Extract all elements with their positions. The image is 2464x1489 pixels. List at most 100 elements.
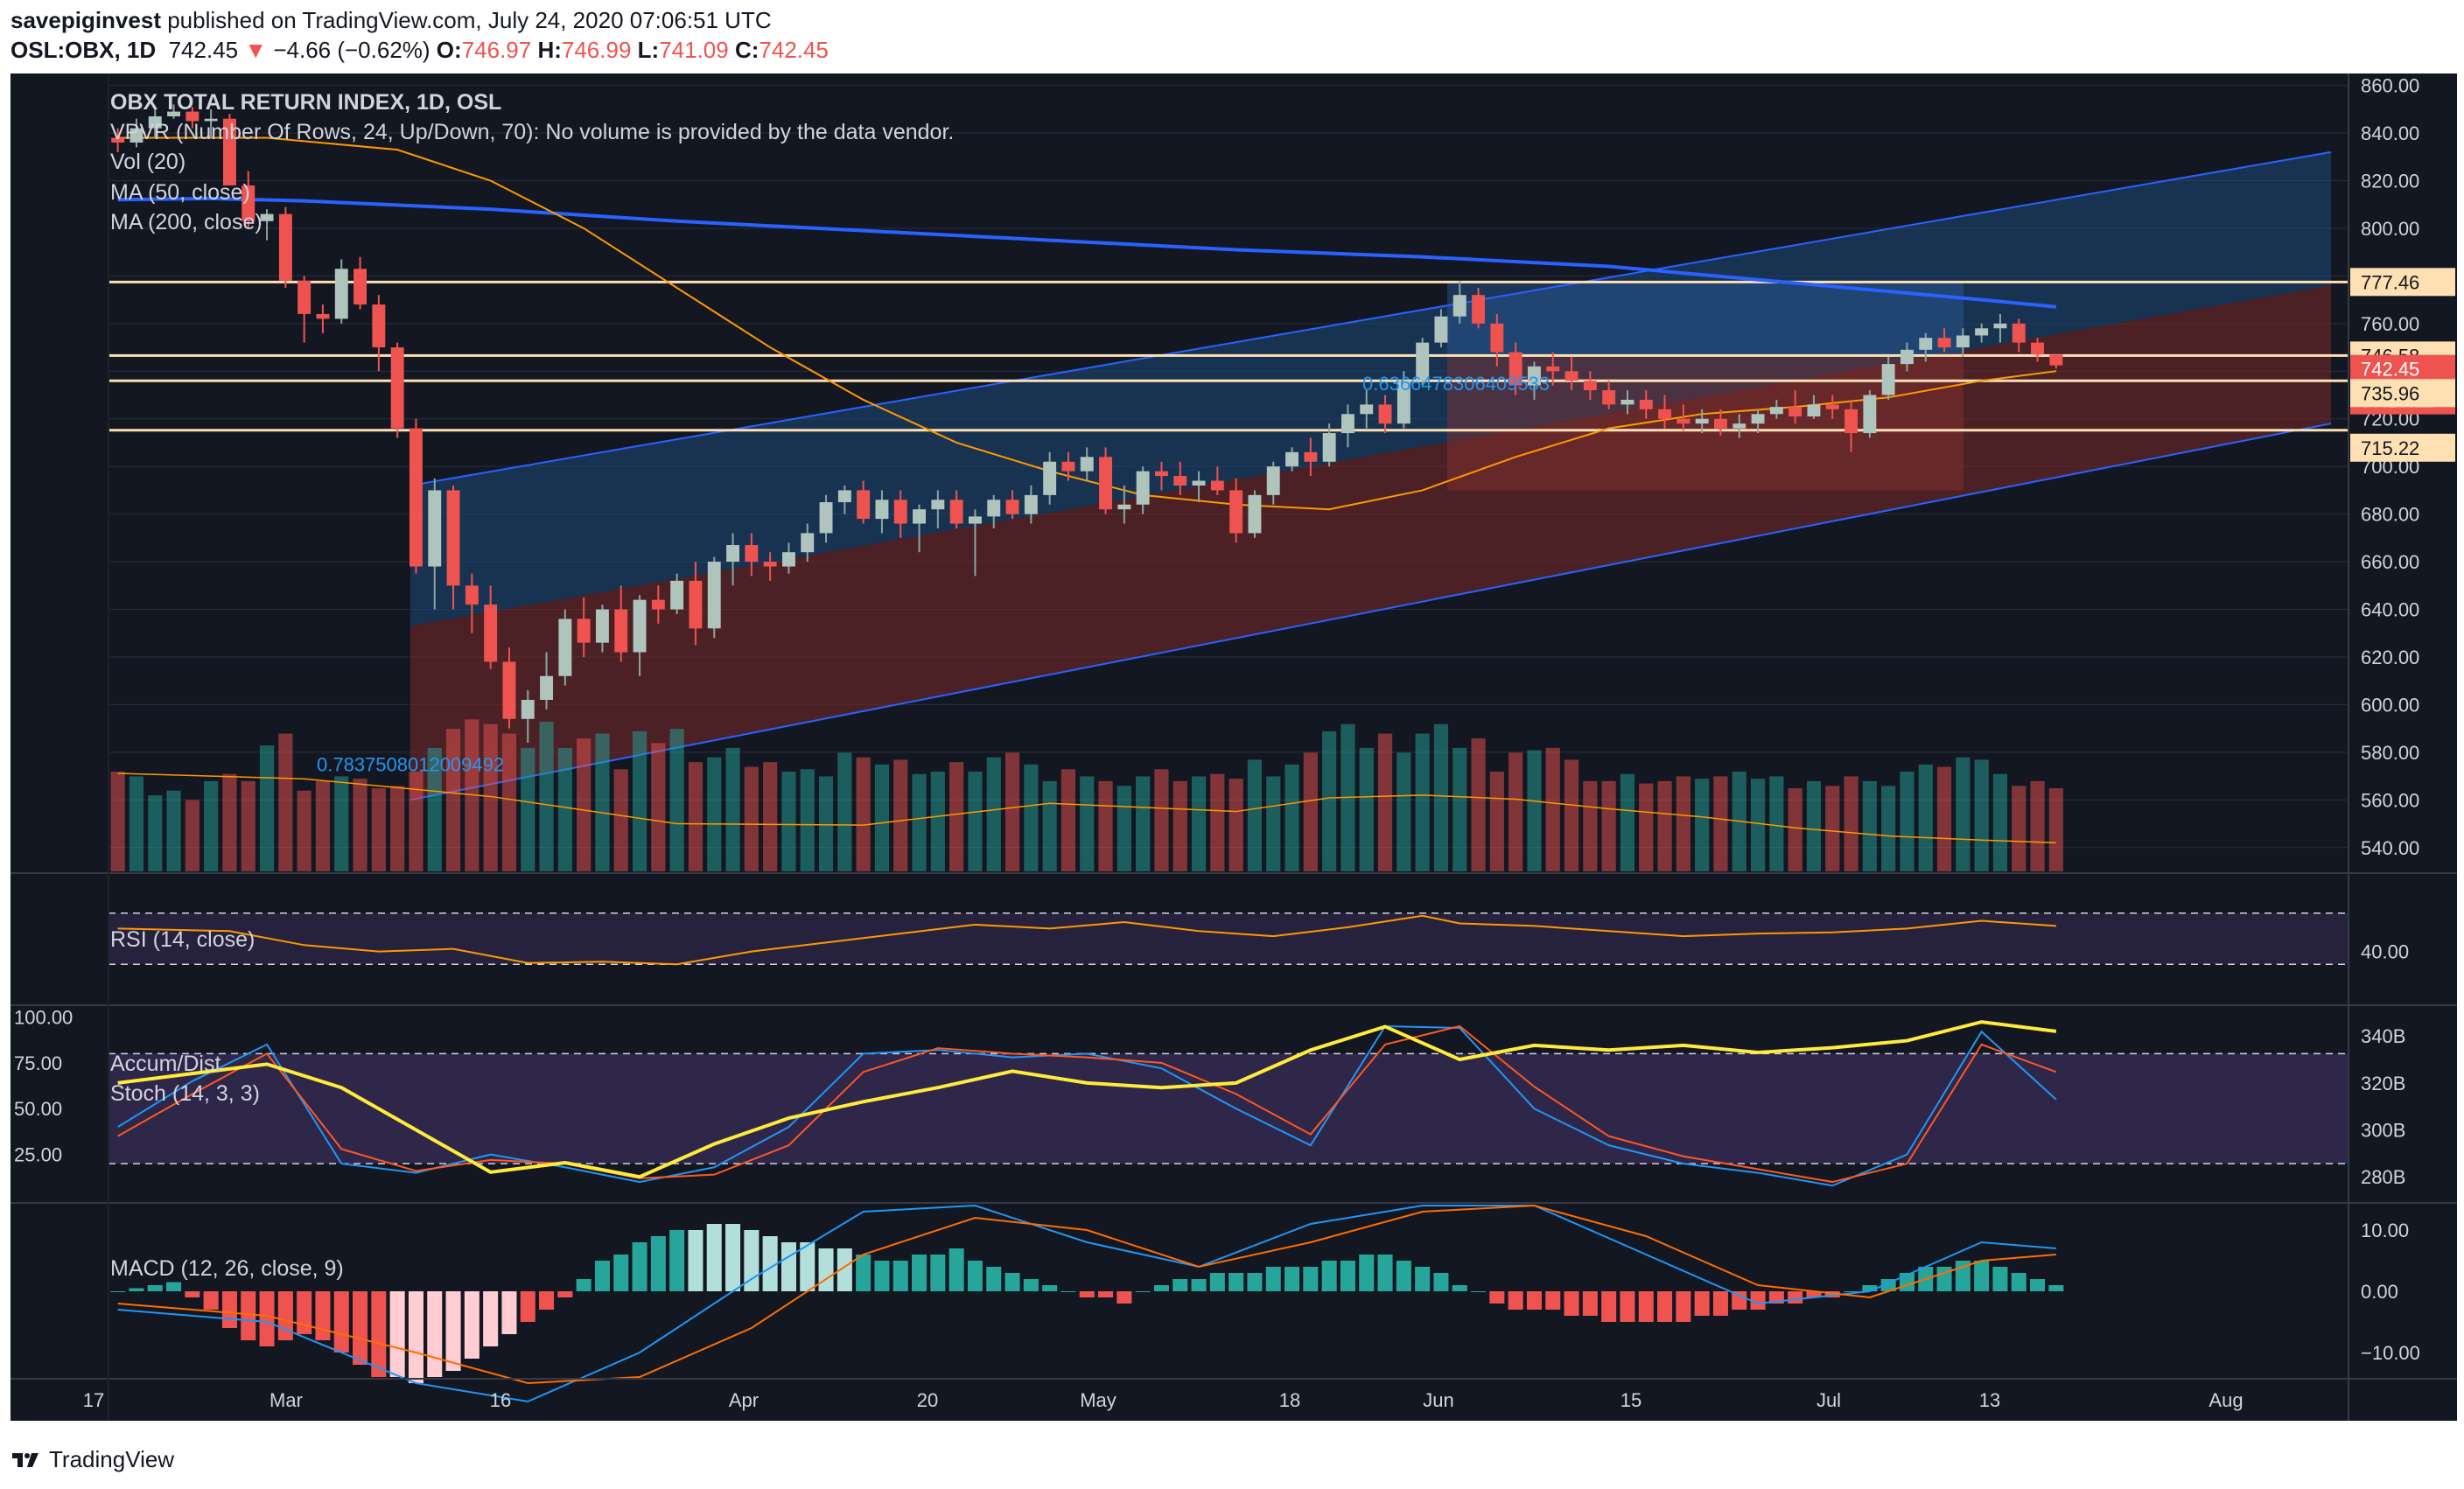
legend-macd[interactable]: MACD (12, 26, close, 9): [110, 1256, 344, 1281]
price-chart[interactable]: 860.00840.00820.00800.00780.00760.00740.…: [10, 73, 2457, 1421]
volume-bar: [204, 780, 219, 871]
price-tick-label: 820.00: [2361, 171, 2419, 192]
volume-bar: [539, 722, 554, 871]
candle-body: [1769, 407, 1783, 415]
macd-histogram-bar: [1489, 1291, 1505, 1304]
macd-histogram-bar: [1862, 1285, 1878, 1291]
fib-label: 0.6366478306409533: [1362, 373, 1550, 395]
candle-body: [1881, 364, 1895, 395]
volume-bar: [930, 772, 945, 871]
macd-histogram-bar: [1247, 1273, 1263, 1291]
macd-histogram-bar: [892, 1261, 908, 1291]
macd-histogram-bar: [1750, 1291, 1766, 1310]
volume-bar: [1452, 747, 1467, 871]
candle-body: [1117, 504, 1131, 510]
macd-histogram-bar: [539, 1291, 555, 1310]
volume-bar: [1359, 747, 1374, 871]
candle-body: [1452, 295, 1466, 317]
volume-bar: [818, 776, 834, 871]
macd-histogram-bar: [706, 1224, 722, 1291]
volume-bar: [577, 738, 592, 871]
candle-body: [689, 580, 703, 629]
footer-brand[interactable]: TradingView: [49, 1445, 175, 1472]
macd-histogram-bar: [1284, 1267, 1300, 1291]
candle-body: [409, 428, 423, 567]
ma200-line: [117, 196, 2057, 309]
candle-body: [1248, 494, 1262, 534]
macd-histogram-bar: [557, 1291, 573, 1297]
candle-body: [1658, 409, 1672, 419]
price-tick-label: 540.00: [2361, 837, 2419, 859]
macd-histogram-bar: [371, 1291, 387, 1377]
stoch-band: [108, 1053, 2348, 1164]
macd-histogram-bar: [483, 1291, 499, 1346]
candle-body: [857, 490, 871, 520]
volume-bar: [278, 733, 293, 871]
symbol-label: OSL:OBX, 1D: [10, 37, 157, 63]
macd-histogram-bar: [967, 1261, 983, 1291]
volume-bar: [1900, 772, 1914, 871]
macd-histogram-bar: [930, 1255, 946, 1291]
macd-histogram-bar: [1172, 1279, 1188, 1291]
candle-body: [1043, 461, 1057, 495]
candle-body: [1900, 349, 1914, 365]
price-tick-label: 580.00: [2361, 742, 2419, 764]
volume-bar: [1396, 752, 1411, 871]
volume-bar: [1228, 779, 1243, 871]
open-value: 746.97: [461, 37, 532, 63]
candle-body: [1266, 466, 1280, 495]
legend-title[interactable]: OBX TOTAL RETURN INDEX, 1D, OSL: [110, 90, 502, 115]
legend-ma200[interactable]: MA (200, close): [110, 210, 262, 234]
macd-histogram-bar: [1303, 1267, 1319, 1291]
macd-histogram-bar: [1712, 1291, 1728, 1316]
volume-bar: [259, 745, 275, 871]
macd-histogram-bar: [800, 1242, 816, 1291]
publisher-name[interactable]: savepiginvest: [10, 7, 161, 33]
time-tick-label: Aug: [2208, 1389, 2243, 1411]
time-tick-label: May: [1080, 1389, 1116, 1411]
candle-body: [726, 545, 740, 563]
legend-vol[interactable]: Vol (20): [110, 150, 186, 174]
volume-bar: [1788, 788, 1802, 871]
legend-rsi[interactable]: RSI (14, close): [110, 927, 256, 952]
candle-body: [558, 619, 572, 676]
candle-body: [745, 545, 759, 563]
legend-vpvr[interactable]: VPVR (Number Of Rows, 24, Up/Down, 70): …: [110, 120, 955, 144]
upper-channel-zone: [410, 151, 2331, 626]
volume-bar: [185, 800, 200, 871]
volume-bar: [334, 776, 349, 871]
high-label: H:: [537, 37, 562, 63]
volume-bar: [1564, 759, 1579, 871]
volume-bar: [1806, 780, 1822, 871]
legend-accum[interactable]: Accum/Dist: [110, 1052, 221, 1076]
footer: TradingView: [10, 1444, 174, 1475]
macd-histogram-bar: [780, 1242, 796, 1291]
candle-body: [614, 609, 628, 653]
macd-histogram-bar: [1265, 1267, 1281, 1291]
legend-stoch[interactable]: Stoch (14, 3, 3): [110, 1081, 260, 1106]
volume-bar: [800, 769, 815, 871]
volume-bar: [1060, 769, 1076, 871]
price-badge-text: 742.45: [2361, 359, 2419, 381]
accum-dist-line: [117, 1020, 2057, 1179]
accum-tick-label: 300B: [2361, 1120, 2405, 1142]
down-arrow-icon: ▼: [244, 37, 268, 63]
candle-body: [111, 137, 125, 143]
macd-histogram-bar: [1116, 1291, 1132, 1304]
price-badge-text: 735.96: [2361, 382, 2419, 404]
macd-histogram-bar: [669, 1230, 685, 1291]
volume-bar: [1862, 780, 1877, 871]
candle-body: [1788, 407, 1802, 417]
price-tick-label: 760.00: [2361, 313, 2419, 335]
volume-bar: [1024, 764, 1039, 871]
candles[interactable]: [111, 104, 2063, 743]
legend-ma50[interactable]: MA (50, close): [110, 180, 250, 205]
volume-bar: [1695, 779, 1710, 871]
volume-bar: [1769, 776, 1784, 871]
volume-bar: [501, 733, 517, 871]
macd-histogram-bar: [1824, 1291, 1840, 1297]
macd-histogram-bar: [2048, 1285, 2064, 1291]
time-tick-label: Apr: [729, 1389, 759, 1411]
price-badge: [2350, 354, 2455, 383]
volume-bar: [1080, 776, 1095, 871]
